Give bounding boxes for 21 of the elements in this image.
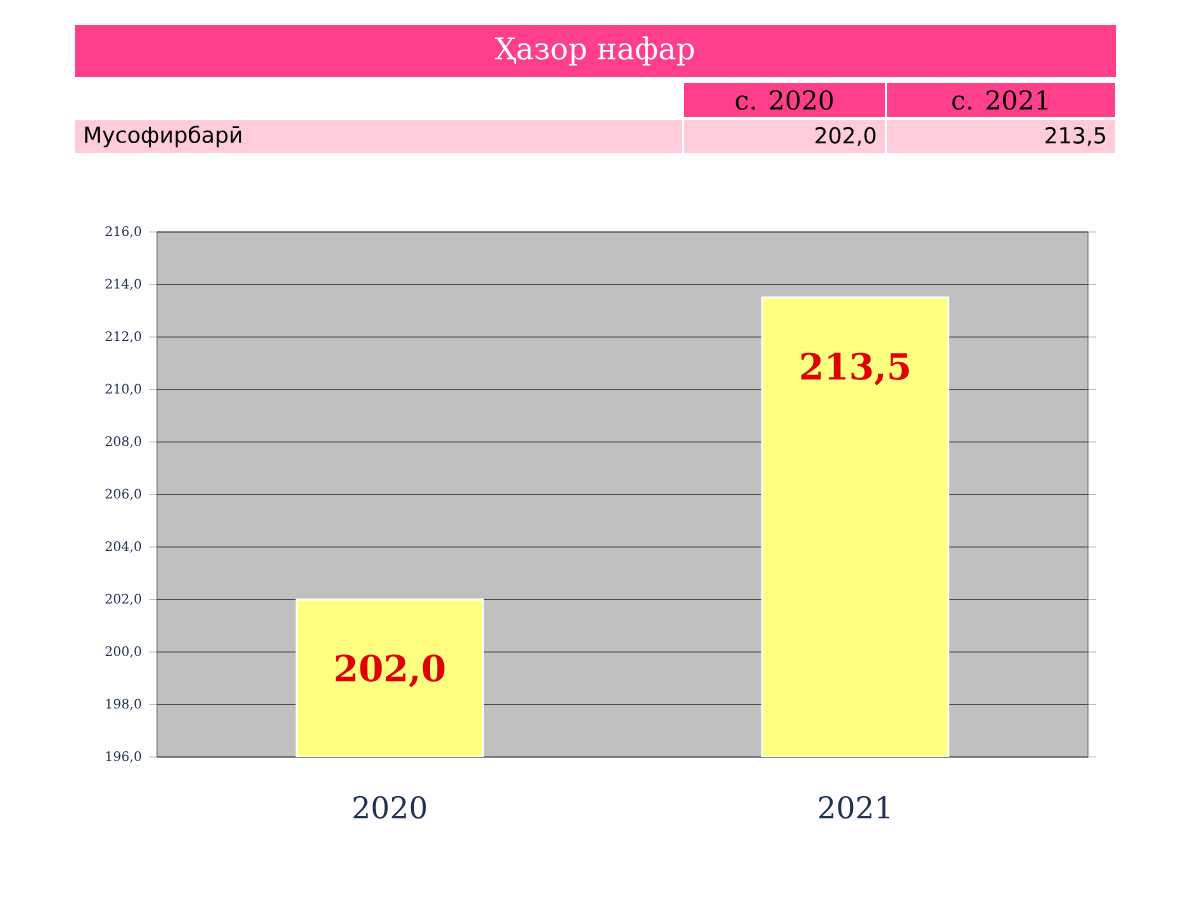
data-label: 202,0: [335, 654, 445, 688]
text: с. 2020: [735, 90, 833, 110]
y-tick-label: 212,0: [105, 331, 142, 343]
text: 202,0: [815, 127, 876, 146]
text: с. 2021: [952, 90, 1048, 110]
y-tick-label: 204,0: [105, 541, 142, 553]
x-tick-label: 2021: [819, 796, 890, 819]
y-tick-label: 210,0: [105, 383, 142, 396]
y-tick-label: 200,0: [105, 646, 142, 658]
y-tick-label: 196,0: [106, 751, 142, 763]
x-tick-label: 2020: [353, 796, 426, 819]
y-tick-label: 216,0: [105, 226, 142, 238]
chart-title: Ҳазор нафар: [494, 36, 694, 66]
y-tick-label: 202,0: [105, 593, 142, 606]
text: 213,5: [1045, 127, 1106, 146]
y-tick-label: 206,0: [105, 488, 142, 501]
y-tick-label: 214,0: [105, 278, 142, 291]
text: Мусофирбарӣ: [85, 125, 242, 148]
y-tick-label: 208,0: [105, 436, 142, 448]
y-tick-label: 198,0: [106, 698, 142, 711]
data-label: 213,5: [801, 352, 909, 386]
